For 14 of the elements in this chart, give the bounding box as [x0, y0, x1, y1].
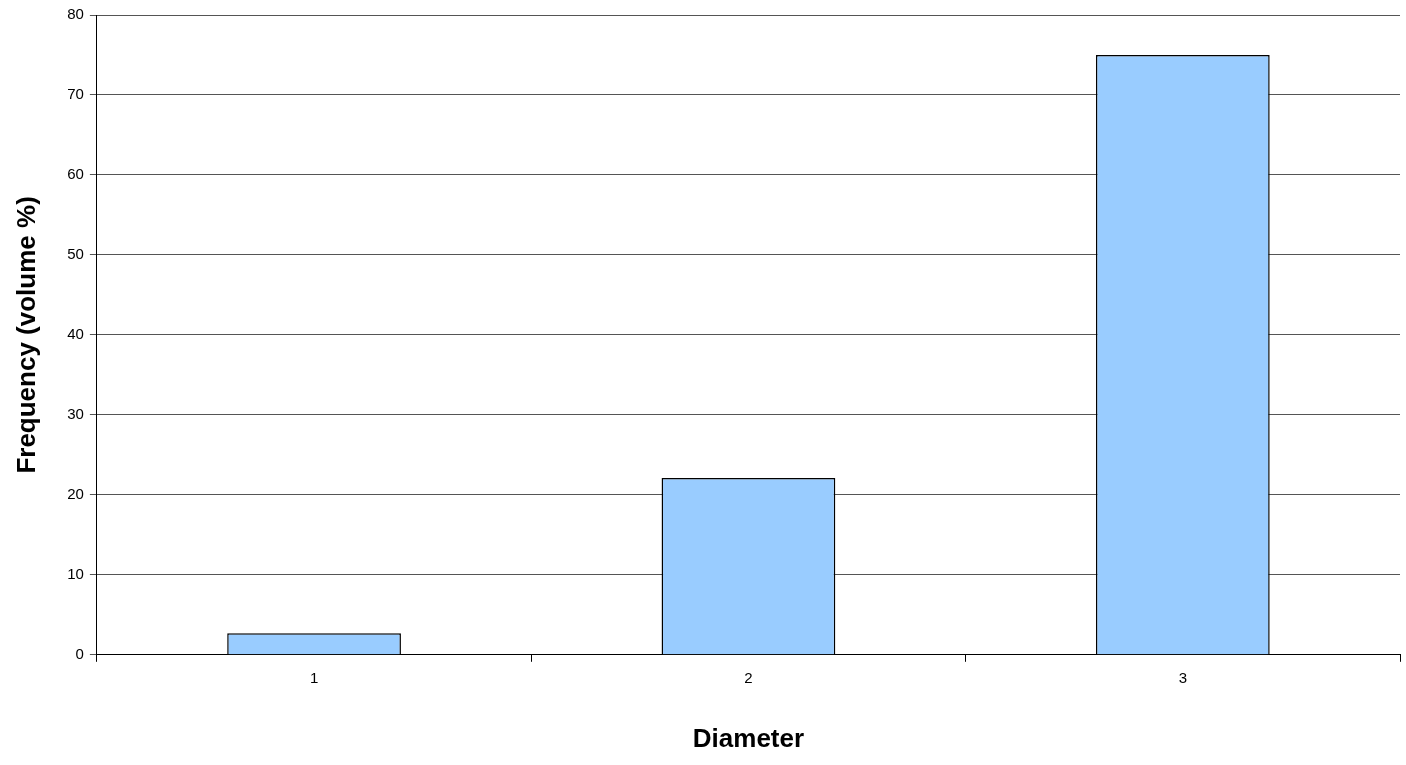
y-tick-label: 70: [67, 85, 84, 103]
x-tick-label: 3: [1178, 668, 1187, 686]
x-tick-label: 2: [744, 668, 753, 686]
y-axis-title: Frequency (volume %): [10, 196, 41, 474]
y-tick-label: 50: [67, 245, 84, 263]
y-tick-label: 80: [67, 5, 84, 23]
y-tick-label: 40: [67, 325, 84, 343]
y-tick-label: 20: [67, 484, 84, 502]
y-tick-label: 30: [67, 405, 84, 423]
y-tick-label: 10: [67, 564, 84, 582]
y-tick-label: 60: [67, 165, 84, 183]
y-tick-label: 0: [75, 644, 84, 662]
x-tick-label: 1: [309, 668, 319, 686]
x-axis-title: Diameter: [692, 722, 805, 753]
